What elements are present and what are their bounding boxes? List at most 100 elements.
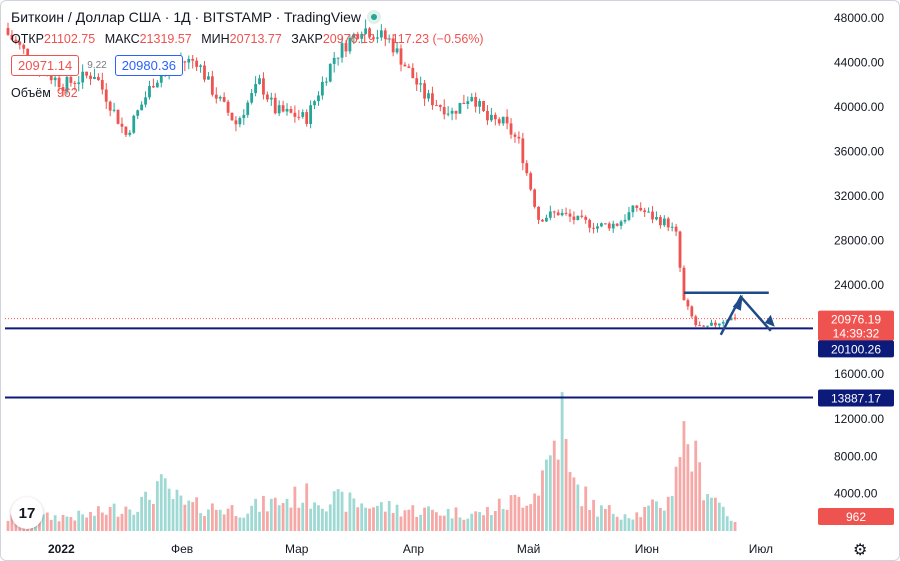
volume-bar: [729, 520, 733, 531]
volume-bar: [136, 511, 140, 531]
candle-body: [631, 205, 635, 213]
volume-bar: [53, 515, 57, 531]
volume-bar: [623, 514, 627, 531]
volume-bar: [108, 506, 112, 531]
candle-body: [230, 112, 234, 121]
tradingview-logo-icon[interactable]: 17: [11, 497, 43, 529]
volume-bar: [607, 505, 611, 531]
gear-icon[interactable]: ⚙: [853, 542, 868, 559]
candle-body: [407, 66, 411, 68]
volume-bar: [725, 516, 729, 531]
time-axis-label: Апр: [403, 542, 425, 556]
candle-body: [81, 71, 85, 83]
time-axis-label: 2022: [48, 542, 75, 556]
candle-body: [509, 123, 513, 135]
candle-body: [116, 109, 120, 124]
candle-body: [395, 48, 399, 53]
candle-body: [57, 77, 61, 88]
candle-body: [352, 34, 356, 38]
volume-bar: [682, 421, 686, 531]
volume-bar: [442, 515, 446, 531]
candle-body: [541, 219, 544, 222]
candle-body: [128, 132, 132, 135]
volume-bar: [635, 512, 639, 531]
candle-body: [619, 221, 623, 226]
volume-bar: [717, 502, 721, 531]
candle-body: [6, 28, 10, 35]
candle-body: [124, 126, 128, 135]
volume-bar: [344, 511, 348, 531]
candle-body: [140, 104, 144, 111]
candle-body: [552, 211, 556, 213]
candle-body: [297, 116, 301, 118]
candle-body: [65, 76, 69, 92]
candle-body: [690, 306, 694, 317]
change-value: −117.23 (−0.56%): [384, 32, 484, 46]
candle-body: [434, 105, 438, 107]
volume-last-tag-bg: [818, 508, 894, 526]
volume-bar: [93, 515, 96, 531]
candle-body: [717, 323, 721, 326]
volume-bar: [155, 481, 159, 531]
volume-bar: [600, 505, 603, 531]
candle-body: [442, 107, 446, 115]
candle-body: [89, 75, 92, 80]
candle-body: [623, 219, 627, 222]
candle-body: [529, 173, 533, 190]
candle-body: [269, 97, 273, 100]
candle-body: [340, 43, 344, 58]
volume-bar: [167, 488, 171, 531]
low-value: 20713.77: [229, 32, 282, 46]
candle-body: [199, 65, 202, 67]
volume-bar: [446, 508, 450, 531]
candle-body: [694, 316, 698, 326]
candle-body: [478, 101, 481, 107]
candle-body: [721, 322, 725, 324]
volume-bar: [714, 497, 717, 531]
volume-bar: [144, 491, 147, 531]
volume-bar: [297, 507, 301, 531]
high-key: МАКС: [104, 32, 140, 46]
candle-body: [265, 94, 269, 100]
volume-bar: [317, 505, 320, 531]
candle-body: [548, 211, 552, 218]
candle-body: [517, 136, 521, 139]
price-tick-label: 44000.00: [834, 56, 884, 70]
candle-body: [222, 96, 226, 102]
sell-button[interactable]: 20971.14: [11, 55, 80, 76]
candle-body: [218, 96, 222, 99]
candle-body: [450, 110, 454, 114]
candle-body: [14, 39, 18, 42]
volume-bar: [73, 520, 77, 531]
volume-bar: [242, 517, 246, 531]
price-tick-label: 40000.00: [834, 100, 884, 114]
candle-body: [458, 102, 462, 114]
volume-bar: [301, 502, 305, 531]
forecast-arrow-head: [732, 294, 743, 311]
market-open-icon: [367, 10, 381, 24]
volume-bar: [434, 512, 438, 531]
buy-button[interactable]: 20980.36: [114, 55, 183, 76]
last-price-tag: 20976.19: [831, 313, 881, 327]
candle-body: [592, 227, 595, 229]
volume-bar: [395, 504, 399, 531]
candle-body: [537, 206, 540, 220]
price-tick-label: 24000.00: [834, 278, 884, 292]
candle-body: [61, 87, 65, 92]
volume-tick-label: 12000.00: [834, 412, 884, 426]
candle-body: [568, 213, 572, 217]
candle-body: [77, 82, 81, 84]
volume-bar: [148, 499, 151, 531]
volume-bar: [533, 493, 537, 531]
candle-body: [596, 226, 599, 229]
candle-body: [600, 223, 603, 227]
candle-body: [584, 216, 588, 220]
candle-body: [309, 105, 313, 124]
candle-body: [159, 75, 163, 83]
candle-body: [246, 102, 250, 115]
candle-body: [647, 211, 650, 213]
volume-bar: [403, 510, 407, 531]
candle-body: [148, 86, 151, 98]
volume-bar: [706, 494, 709, 531]
